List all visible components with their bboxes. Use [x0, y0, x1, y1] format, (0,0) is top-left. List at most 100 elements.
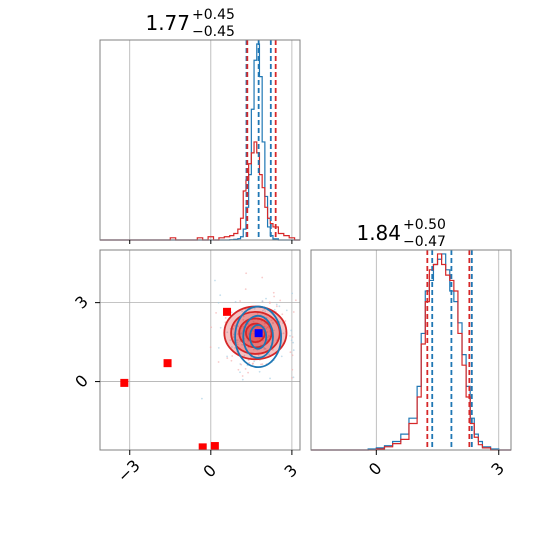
sample-point	[266, 336, 269, 339]
sample-point	[269, 377, 271, 380]
contour-1-level-2	[249, 324, 268, 350]
scatter-y-tick-label: 3	[71, 292, 92, 313]
sample-point	[280, 355, 283, 358]
scatter-x-tick-label: 3	[281, 461, 302, 482]
sample-point	[214, 279, 216, 282]
sample-point	[268, 353, 271, 356]
sample-point	[292, 341, 294, 344]
scatter-y-tick-label: 0	[71, 371, 92, 392]
sample-point	[247, 371, 249, 374]
sample-point	[217, 361, 220, 363]
hist2-x-tick-label: 0	[365, 459, 386, 480]
sample-point	[258, 370, 261, 373]
sample-point	[217, 301, 220, 304]
sample-point	[231, 355, 234, 357]
sample-point	[215, 311, 217, 314]
sample-point	[226, 331, 229, 334]
hist2-frame	[310, 249, 512, 451]
sample-point	[264, 310, 267, 313]
sample-point	[291, 336, 294, 338]
sample-point	[292, 349, 295, 352]
sample-point	[252, 348, 255, 351]
marker-0	[120, 378, 129, 387]
sample-point	[201, 397, 203, 400]
marker-3	[210, 442, 219, 450]
sample-point	[268, 334, 270, 337]
sample-point	[236, 343, 239, 346]
sample-point	[258, 337, 261, 340]
sample-point	[239, 300, 241, 302]
sample-point	[285, 309, 288, 312]
sample-point	[263, 346, 265, 349]
marker-2	[198, 443, 207, 450]
sample-point	[256, 312, 259, 315]
histogram-panel-top-left: 1.77 +0.45−0.45	[99, 7, 301, 244]
sample-point	[232, 336, 235, 339]
sample-point	[210, 326, 213, 329]
sample-point	[251, 363, 254, 365]
sample-point	[234, 300, 237, 303]
sample-point	[275, 305, 278, 308]
sample-point	[253, 360, 256, 363]
sample-point	[226, 355, 228, 358]
sample-point	[292, 376, 295, 379]
hist2-series-1-steps	[311, 253, 511, 451]
scatter-panel-bottom-left: −3 0 3 0 3	[71, 249, 305, 486]
sample-point	[239, 340, 241, 343]
sample-point	[272, 329, 275, 332]
sample-point	[237, 368, 240, 371]
sample-point	[241, 375, 244, 377]
sample-point	[261, 276, 264, 279]
sample-point	[265, 327, 268, 330]
sample-point	[289, 351, 292, 354]
hist1-title-upper-error: +0.45	[192, 7, 235, 23]
sample-point	[261, 363, 264, 366]
sample-point	[230, 359, 233, 362]
sample-point	[270, 319, 273, 322]
marker-1	[163, 359, 172, 368]
sample-point	[219, 326, 222, 329]
hist1-title-value: 1.77	[145, 11, 190, 35]
sample-point	[230, 311, 233, 314]
sample-point	[241, 378, 244, 381]
sample-point	[245, 272, 248, 275]
sample-point	[242, 325, 245, 328]
sample-point	[268, 301, 271, 304]
sample-point	[244, 367, 247, 370]
sample-point	[281, 313, 284, 316]
sample-point	[290, 339, 293, 342]
sample-point	[242, 315, 245, 318]
sample-point	[303, 361, 305, 363]
sample-point	[264, 347, 267, 350]
scatter-x-tick-label: −3	[114, 456, 144, 486]
sample-point	[209, 346, 212, 349]
hist1-frame	[99, 39, 301, 241]
hist2-x-tick-label: 3	[487, 459, 508, 480]
sample-point	[260, 363, 262, 366]
sample-point	[272, 321, 274, 324]
sample-point	[219, 294, 222, 297]
scatter-frame	[99, 249, 301, 451]
sample-point	[290, 329, 293, 332]
sample-point	[262, 331, 265, 333]
sample-point	[244, 288, 247, 290]
hist2-title-lower-error: −0.47	[403, 234, 446, 250]
sample-point	[243, 354, 246, 357]
sample-point	[263, 325, 266, 328]
contour-1-level-0	[234, 305, 282, 369]
sample-point	[282, 332, 285, 335]
sample-point	[265, 297, 267, 300]
marker-4	[223, 307, 232, 316]
histogram-panel-bottom-right: 1.84 +0.50−0.47 0 3	[310, 217, 512, 480]
sample-point	[261, 300, 264, 303]
sample-point	[292, 311, 295, 313]
sample-point	[252, 320, 255, 323]
sample-point	[291, 354, 294, 357]
sample-point	[239, 371, 241, 374]
sample-point	[273, 295, 275, 298]
contour-1-level-1	[242, 314, 274, 359]
sample-point	[266, 331, 269, 333]
sample-point	[226, 357, 229, 360]
sample-point	[279, 299, 282, 302]
sample-point	[242, 319, 245, 321]
